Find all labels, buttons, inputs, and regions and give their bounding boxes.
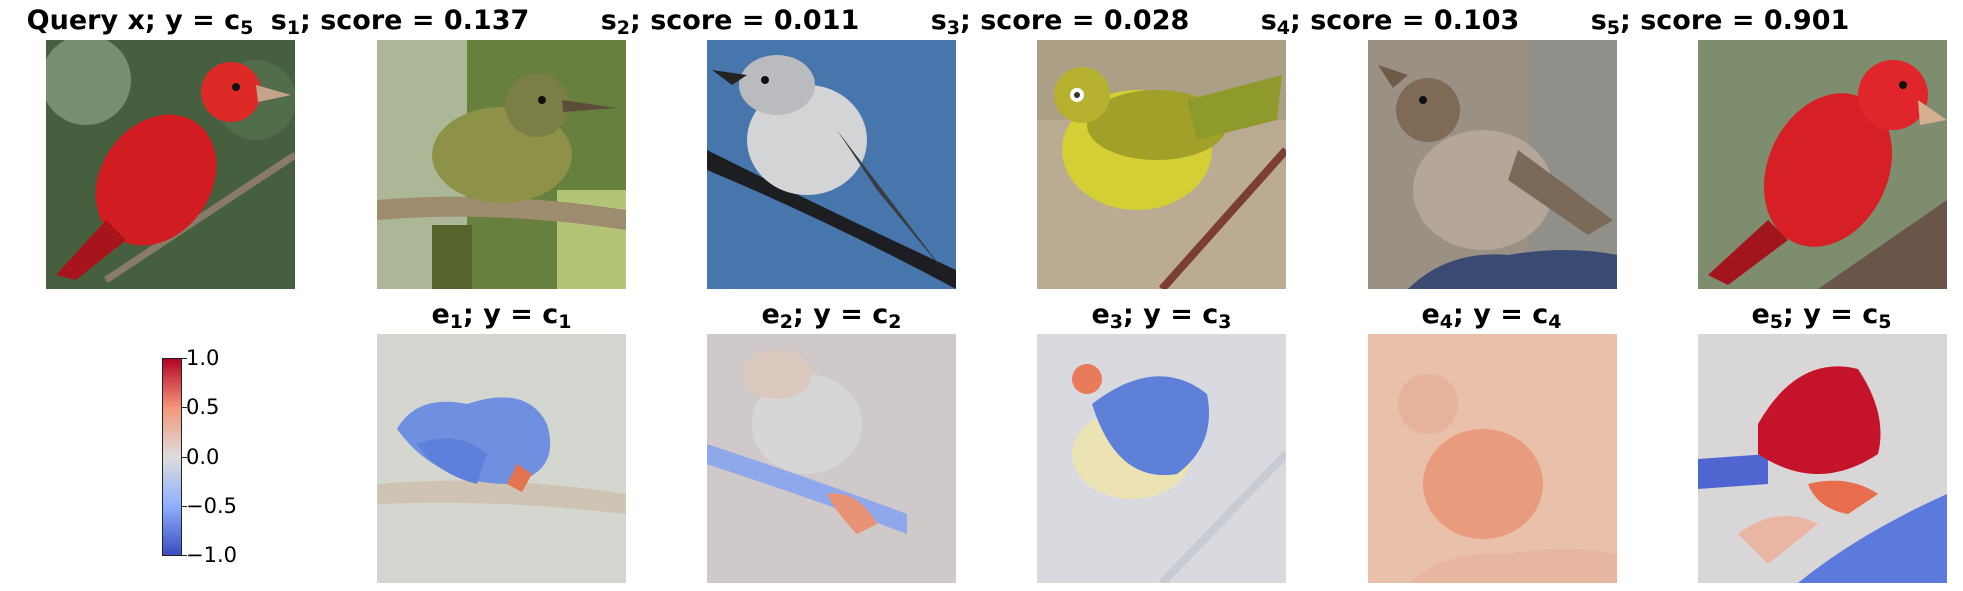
colorbar xyxy=(162,358,182,556)
explanation-2-title: e2; y = c2 xyxy=(761,299,902,333)
colorbar-tick-label: 1.0 xyxy=(186,346,220,370)
colorbar-tick-mark xyxy=(182,506,187,507)
explanation-4-heatmap xyxy=(1368,334,1617,583)
colorbar-tick-label: −1.0 xyxy=(186,543,237,567)
colorbar-tick-mark xyxy=(182,358,187,359)
colorbar-tick-mark xyxy=(182,555,187,556)
explanation-5-title: e5; y = c5 xyxy=(1751,299,1892,333)
explanation-3-heatmap xyxy=(1037,334,1286,583)
query-image xyxy=(46,40,295,289)
query-title: Query x; y = c5 xyxy=(26,5,254,39)
sample-2-image xyxy=(707,40,956,289)
colorbar-tick-label: −0.5 xyxy=(186,494,237,518)
colorbar-tick-mark xyxy=(182,457,187,458)
explanation-4-title: e4; y = c4 xyxy=(1421,299,1562,333)
sample-5-title: s5; score = 0.901 xyxy=(1590,5,1850,39)
explanation-1-heatmap xyxy=(377,334,626,583)
sample-2-title: s2; score = 0.011 xyxy=(600,5,860,39)
explanation-1-title: e1; y = c1 xyxy=(431,299,572,333)
sample-4-title: s4; score = 0.103 xyxy=(1260,5,1520,39)
sample-4-image xyxy=(1368,40,1617,289)
sample-3-title: s3; score = 0.028 xyxy=(930,5,1190,39)
explanation-5-heatmap xyxy=(1698,334,1947,583)
sample-1-image xyxy=(377,40,626,289)
colorbar-tick-mark xyxy=(182,407,187,408)
colorbar-gradient xyxy=(162,358,182,556)
explanation-2-heatmap xyxy=(707,334,956,583)
colorbar-tick-label: 0.0 xyxy=(186,445,220,469)
colorbar-tick-label: 0.5 xyxy=(186,395,220,419)
explanation-3-title: e3; y = c3 xyxy=(1091,299,1232,333)
sample-1-title: s1; score = 0.137 xyxy=(270,5,530,39)
sample-3-image xyxy=(1037,40,1286,289)
sample-5-image xyxy=(1698,40,1947,289)
